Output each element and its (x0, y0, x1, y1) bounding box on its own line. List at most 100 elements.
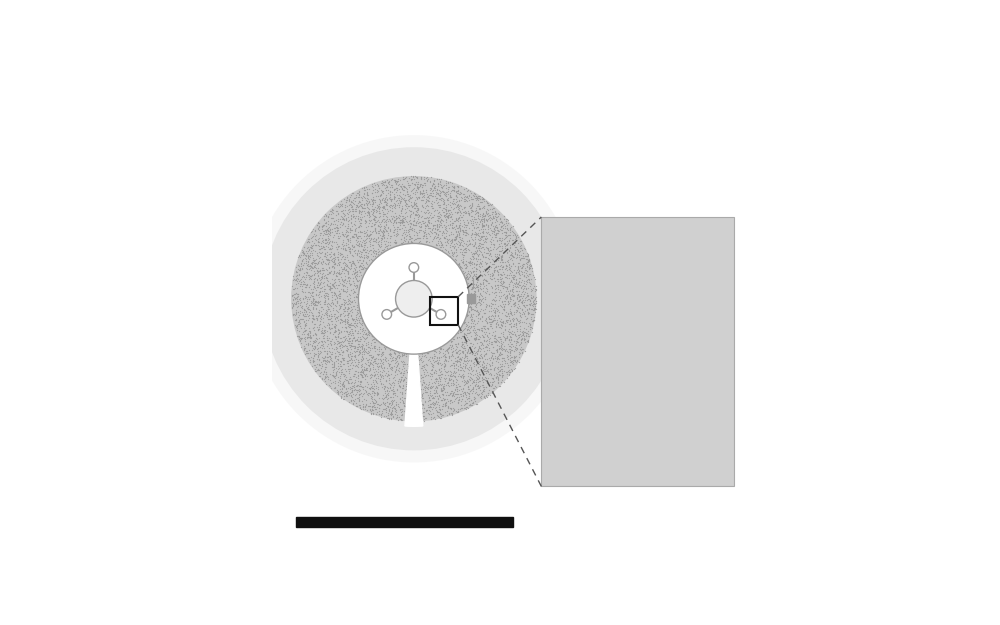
Point (497, 296, 513, 306)
Point (386, 225, 402, 235)
Point (330, 274, 346, 284)
Point (430, 216, 446, 226)
Point (520, 308, 536, 318)
Point (414, 361, 430, 371)
Point (486, 365, 502, 375)
Point (493, 256, 509, 266)
Point (472, 262, 488, 272)
Point (319, 288, 335, 298)
Point (347, 326, 363, 336)
Point (364, 255, 380, 265)
Point (355, 255, 371, 265)
Point (440, 213, 456, 222)
Point (426, 412, 442, 422)
Point (444, 336, 460, 346)
Point (422, 182, 438, 192)
Point (294, 246, 310, 256)
Point (334, 379, 350, 389)
Point (467, 271, 483, 281)
Point (461, 209, 477, 219)
Point (500, 366, 516, 376)
Point (366, 211, 382, 221)
Point (378, 199, 394, 209)
Point (326, 253, 342, 263)
Point (427, 227, 443, 237)
Point (398, 415, 414, 425)
Point (489, 304, 505, 314)
Point (378, 217, 394, 227)
Point (510, 258, 526, 268)
Point (352, 206, 368, 216)
Point (335, 205, 351, 215)
Point (415, 384, 431, 394)
Point (475, 276, 491, 286)
Point (465, 282, 481, 292)
Point (408, 391, 424, 401)
Point (427, 191, 443, 201)
Point (321, 255, 337, 265)
Point (399, 187, 415, 197)
Point (347, 378, 363, 388)
Point (495, 354, 511, 364)
Point (394, 349, 410, 359)
Point (475, 227, 491, 237)
Point (491, 233, 507, 243)
Point (386, 202, 402, 212)
Point (395, 361, 411, 371)
Point (414, 182, 430, 192)
Point (323, 284, 339, 294)
Point (463, 258, 479, 268)
Point (369, 369, 385, 379)
Point (380, 216, 396, 226)
Point (357, 364, 373, 374)
Point (468, 249, 484, 259)
Point (384, 404, 400, 414)
Point (492, 280, 508, 290)
Point (432, 376, 448, 386)
Point (403, 233, 419, 243)
Point (438, 204, 454, 214)
Point (330, 347, 346, 357)
Point (413, 194, 429, 204)
Point (288, 288, 304, 298)
Point (309, 300, 325, 310)
Point (288, 322, 304, 332)
Point (350, 257, 366, 267)
Point (469, 357, 485, 367)
Point (322, 284, 338, 294)
Point (502, 292, 518, 302)
Point (476, 281, 492, 291)
Point (298, 311, 314, 321)
Point (460, 278, 476, 288)
Point (386, 217, 402, 227)
Point (468, 229, 484, 239)
Point (344, 244, 360, 254)
Point (350, 386, 366, 396)
Point (436, 361, 452, 371)
Point (475, 369, 491, 379)
Point (514, 298, 530, 308)
Point (411, 394, 427, 404)
Point (424, 382, 440, 392)
Point (491, 295, 507, 305)
Point (470, 207, 486, 217)
Point (475, 253, 491, 262)
Point (346, 268, 362, 278)
Point (311, 222, 327, 232)
Point (499, 248, 515, 258)
Point (476, 231, 492, 241)
Point (393, 206, 409, 216)
Point (357, 385, 373, 395)
Point (365, 192, 381, 202)
Point (511, 339, 527, 349)
Point (498, 230, 514, 240)
Point (412, 222, 428, 232)
Point (334, 364, 350, 374)
Point (478, 275, 494, 285)
Point (512, 273, 528, 283)
Point (485, 354, 501, 364)
Point (353, 360, 369, 370)
Point (481, 328, 497, 338)
Point (340, 273, 356, 283)
Point (435, 186, 451, 196)
